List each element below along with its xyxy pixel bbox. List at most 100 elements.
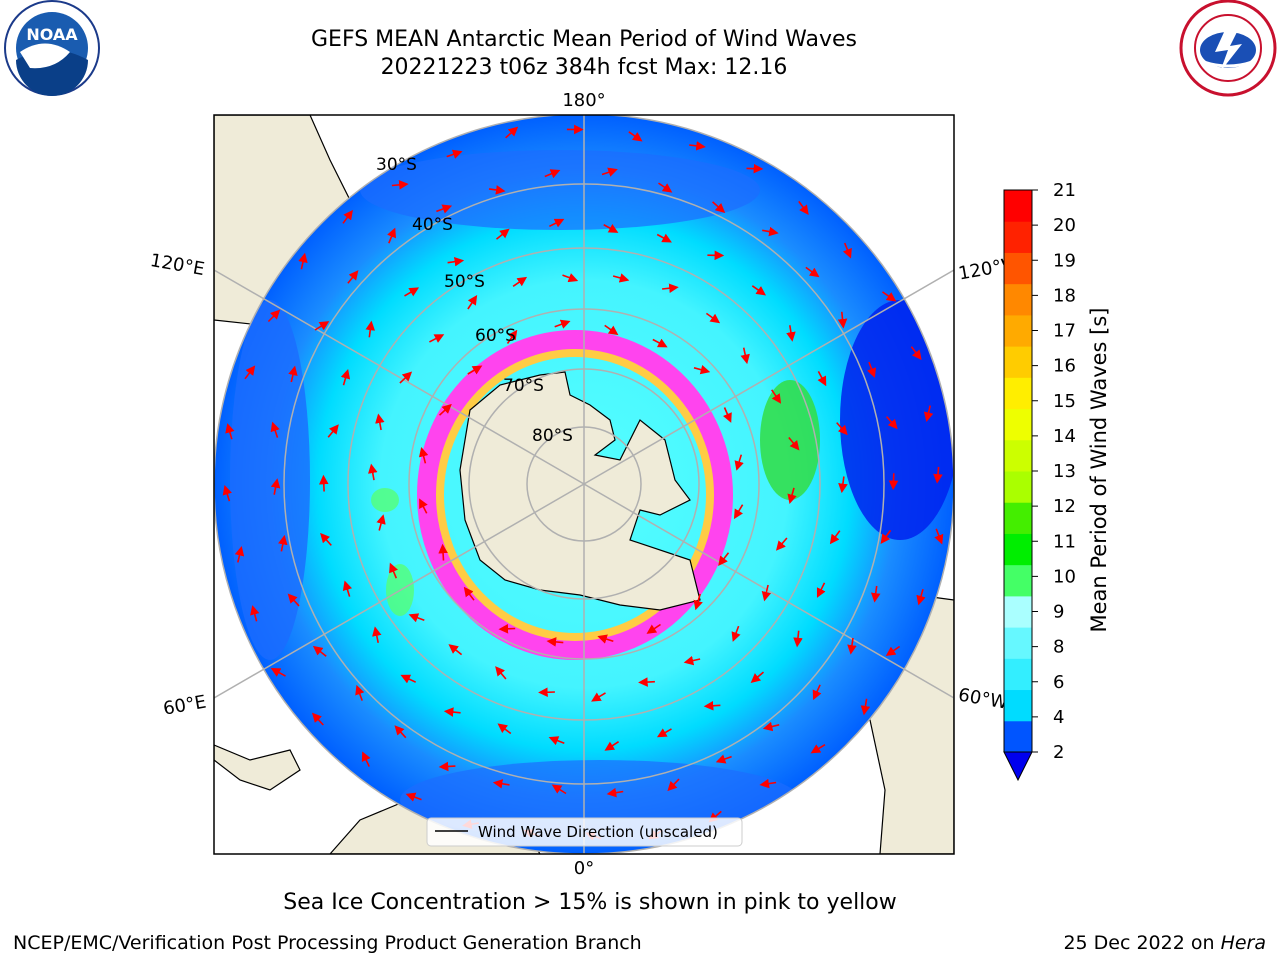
wave-direction-arrow xyxy=(244,365,256,380)
wave-direction-arrow xyxy=(342,580,353,597)
wave-direction-arrow xyxy=(722,407,732,423)
colorbar-segment xyxy=(1004,408,1032,441)
sea-ice-outer xyxy=(417,330,733,660)
colorbar-tick-label: 13 xyxy=(1053,461,1076,482)
wave-direction-arrow xyxy=(544,169,561,179)
wave-direction-arrow xyxy=(860,698,871,716)
wave-direction-arrow xyxy=(391,180,409,190)
wave-direction-arrow xyxy=(438,543,448,561)
wave-direction-arrow xyxy=(492,779,510,789)
wave-direction-arrow xyxy=(467,365,483,375)
wave-direction-arrow xyxy=(761,584,772,602)
colorbar-segment xyxy=(1004,595,1032,628)
wave-direction-arrow xyxy=(882,291,897,302)
wave-direction-arrow xyxy=(591,692,606,702)
wave-direction-arrow xyxy=(365,320,376,338)
wave-direction-arrow xyxy=(667,778,680,792)
wave-direction-arrow xyxy=(810,744,826,754)
lon-label-0: 0° xyxy=(574,858,594,879)
wave-direction-arrow xyxy=(867,361,877,378)
wave-direction-arrow xyxy=(368,463,378,481)
noaa-logo-text: NOAA xyxy=(26,25,78,44)
legend: Wind Wave Direction (unscaled) xyxy=(426,817,743,847)
wave-direction-arrow xyxy=(287,593,300,607)
colorbar-tick-label: 15 xyxy=(1053,391,1076,412)
lat-label-50s: 50°S xyxy=(444,272,485,292)
wave-direction-arrow xyxy=(817,371,827,387)
wave-direction-arrow xyxy=(787,487,797,505)
wave-direction-arrow xyxy=(495,666,507,680)
wave-direction-arrow xyxy=(404,287,420,297)
wave-direction-arrow xyxy=(250,605,260,622)
wave-direction-arrow xyxy=(838,476,848,494)
wave-direction-arrow xyxy=(311,712,324,726)
colorbar-tick-label: 8 xyxy=(1053,637,1064,658)
colorbar-extend-arrow xyxy=(1003,751,1033,782)
wave-direction-arrow xyxy=(604,741,620,751)
wave-direction-arrow xyxy=(270,421,280,438)
wave-direction-arrow xyxy=(312,645,327,657)
wave-direction-arrow xyxy=(443,707,461,717)
wave-direction-arrow xyxy=(652,338,668,348)
wave-direction-arrow xyxy=(933,466,943,484)
noaa-logo: NOAA xyxy=(4,0,100,96)
wave-direction-arrow xyxy=(562,273,579,283)
wave-direction-arrow xyxy=(554,319,571,329)
caption: Sea Ice Concentration > 15% is shown in … xyxy=(0,890,1280,915)
wave-direction-arrow xyxy=(463,586,475,601)
colorbar-segment xyxy=(1004,346,1032,378)
wave-direction-arrow xyxy=(394,725,407,739)
wave-direction-arrow xyxy=(419,498,428,514)
wave-direction-arrow xyxy=(798,200,809,215)
nws-logo xyxy=(1179,0,1277,97)
wave-direction-arrow xyxy=(438,761,456,772)
wave-direction-arrow xyxy=(837,311,848,329)
colorbar-segment xyxy=(1004,221,1032,253)
colorbar-segment xyxy=(1004,689,1032,722)
colorbar-segment xyxy=(1004,502,1032,534)
wave-direction-arrow xyxy=(718,552,730,566)
wave-direction-arrow xyxy=(496,228,510,240)
wave-direction-arrow xyxy=(646,623,661,634)
wave-direction-arrow xyxy=(656,728,672,738)
wave-direction-arrow xyxy=(340,368,351,386)
colorbar-segment xyxy=(1004,533,1032,566)
wave-direction-arrow xyxy=(816,582,826,598)
wave-direction-arrow xyxy=(793,630,803,648)
wave-direction-arrow xyxy=(751,285,767,296)
wave-direction-arrow xyxy=(389,562,398,579)
wave-direction-arrow xyxy=(319,474,329,492)
wave-direction-arrow xyxy=(288,365,298,383)
wave-direction-arrow xyxy=(910,346,922,361)
wave-direction-arrow xyxy=(467,294,478,310)
wave-direction-arrow xyxy=(638,677,655,687)
wave-direction-arrow xyxy=(546,637,564,647)
wave-direction-arrow xyxy=(683,655,701,666)
legend-label: Wind Wave Direction (unscaled) xyxy=(478,823,718,841)
wave-direction-arrow xyxy=(775,537,788,551)
wave-direction-arrow xyxy=(771,389,782,404)
wave-direction-arrow xyxy=(805,266,820,278)
chart-subtitle: 20221223 t06z 384h fcst Max: 12.16 xyxy=(380,55,788,80)
wave-direction-arrow xyxy=(408,613,425,623)
wave-direction-arrow xyxy=(361,751,371,767)
wave-direction-arrow xyxy=(405,792,422,802)
wave-direction-arrow xyxy=(733,504,744,520)
wave-direction-arrow xyxy=(923,405,934,422)
map-frame xyxy=(213,114,955,855)
colorbar-segment xyxy=(1004,658,1032,691)
lat-label-60s: 60°S xyxy=(475,326,516,346)
colorbar-tick-label: 21 xyxy=(1053,180,1076,201)
footer-machine: Hera xyxy=(1220,932,1266,954)
wave-direction-arrow xyxy=(375,413,385,431)
wave-direction-arrow xyxy=(327,424,339,438)
colorbar-segment xyxy=(1004,252,1032,285)
colorbar-segment xyxy=(1004,314,1032,347)
colorbar-tick-label: 12 xyxy=(1053,496,1076,517)
colorbar-segment xyxy=(1004,564,1032,597)
wave-direction-arrow xyxy=(715,754,732,764)
wave-direction-arrow xyxy=(270,667,286,677)
wave-direction-arrow xyxy=(689,141,706,151)
lon-label-120e: 120°E xyxy=(149,250,207,280)
wave-direction-arrow xyxy=(788,436,800,451)
